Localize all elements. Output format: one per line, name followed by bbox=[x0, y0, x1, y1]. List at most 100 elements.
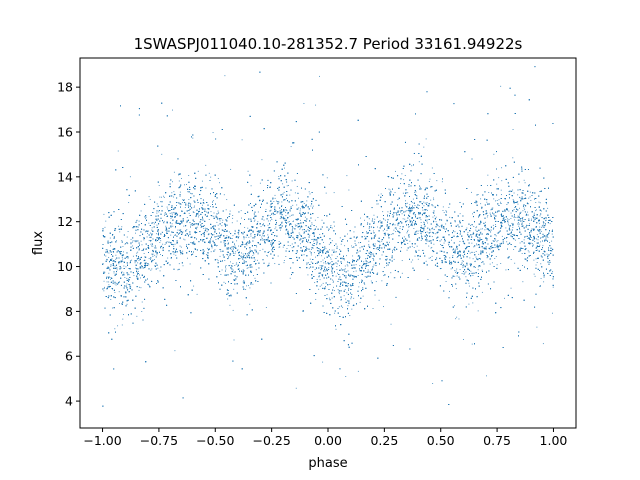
data-point bbox=[299, 208, 301, 210]
data-point bbox=[522, 219, 524, 221]
data-point bbox=[111, 258, 113, 260]
data-point bbox=[368, 245, 370, 247]
data-point bbox=[425, 209, 427, 211]
data-point bbox=[328, 266, 330, 268]
data-point bbox=[202, 218, 204, 219]
data-point bbox=[506, 237, 508, 238]
data-point bbox=[308, 235, 310, 237]
data-point bbox=[283, 210, 285, 212]
data-point bbox=[323, 262, 325, 264]
data-point bbox=[436, 180, 438, 182]
data-point bbox=[338, 292, 340, 294]
data-point bbox=[540, 231, 542, 232]
data-point bbox=[193, 206, 195, 208]
data-point bbox=[289, 194, 291, 196]
data-point bbox=[518, 181, 520, 183]
data-point bbox=[157, 282, 159, 283]
data-point bbox=[163, 196, 165, 198]
data-point bbox=[505, 219, 507, 220]
data-point bbox=[480, 228, 482, 230]
data-point bbox=[143, 239, 145, 241]
data-point bbox=[180, 203, 182, 205]
data-point bbox=[207, 208, 208, 210]
data-point bbox=[122, 318, 124, 320]
data-point bbox=[104, 271, 106, 273]
data-point bbox=[456, 268, 458, 270]
data-point bbox=[345, 298, 347, 300]
data-point bbox=[210, 251, 212, 253]
data-point bbox=[148, 222, 150, 224]
data-point bbox=[221, 269, 223, 271]
data-point bbox=[246, 285, 248, 287]
data-point bbox=[448, 244, 449, 246]
data-point bbox=[238, 233, 240, 235]
data-point bbox=[322, 265, 324, 267]
data-point bbox=[377, 240, 378, 242]
data-point bbox=[180, 215, 182, 216]
data-point bbox=[349, 315, 351, 317]
data-point bbox=[148, 264, 150, 266]
data-point bbox=[530, 199, 532, 201]
data-point bbox=[331, 249, 333, 251]
data-point bbox=[330, 257, 331, 259]
data-point bbox=[418, 213, 420, 215]
data-point bbox=[158, 185, 160, 186]
data-point bbox=[490, 231, 492, 233]
data-point bbox=[115, 228, 117, 229]
data-point bbox=[368, 218, 370, 220]
data-point bbox=[267, 234, 269, 236]
data-point bbox=[377, 247, 379, 248]
data-point bbox=[320, 261, 322, 263]
data-point bbox=[514, 219, 515, 221]
data-point bbox=[174, 243, 176, 245]
data-point bbox=[291, 243, 293, 245]
data-point bbox=[243, 263, 244, 264]
data-point bbox=[221, 225, 223, 227]
data-point bbox=[398, 210, 400, 212]
data-point bbox=[315, 298, 317, 300]
data-point bbox=[478, 253, 480, 255]
data-point bbox=[551, 233, 553, 235]
data-point bbox=[476, 226, 478, 228]
data-point bbox=[319, 251, 321, 253]
data-point bbox=[310, 205, 312, 207]
data-point bbox=[273, 201, 275, 202]
data-point bbox=[149, 236, 151, 238]
data-point bbox=[132, 245, 134, 247]
data-point bbox=[462, 339, 464, 340]
data-point bbox=[299, 233, 301, 235]
data-point bbox=[431, 236, 433, 238]
data-point bbox=[174, 227, 176, 229]
data-point bbox=[394, 227, 396, 229]
data-point bbox=[164, 213, 166, 215]
data-point bbox=[263, 223, 264, 225]
data-point bbox=[184, 207, 186, 209]
data-point bbox=[407, 192, 409, 194]
data-point bbox=[296, 223, 298, 225]
data-point bbox=[186, 222, 188, 223]
data-point bbox=[536, 238, 538, 240]
data-point bbox=[475, 250, 477, 252]
data-point bbox=[318, 288, 320, 290]
data-point bbox=[276, 212, 278, 214]
data-point bbox=[534, 218, 536, 220]
data-point bbox=[174, 214, 176, 216]
data-point bbox=[394, 212, 396, 214]
data-point bbox=[452, 255, 454, 257]
data-point bbox=[378, 246, 380, 248]
data-point bbox=[248, 285, 249, 287]
data-point bbox=[140, 277, 141, 279]
data-point bbox=[176, 214, 178, 216]
data-point bbox=[205, 187, 207, 189]
data-point bbox=[387, 175, 389, 177]
data-point bbox=[347, 265, 349, 267]
data-point bbox=[329, 262, 331, 264]
data-point bbox=[326, 294, 328, 296]
data-point bbox=[114, 328, 116, 330]
data-point bbox=[491, 207, 493, 209]
data-point bbox=[427, 279, 429, 280]
data-point bbox=[156, 254, 158, 256]
data-point bbox=[163, 195, 165, 197]
data-point bbox=[311, 223, 313, 225]
data-point bbox=[257, 252, 259, 254]
